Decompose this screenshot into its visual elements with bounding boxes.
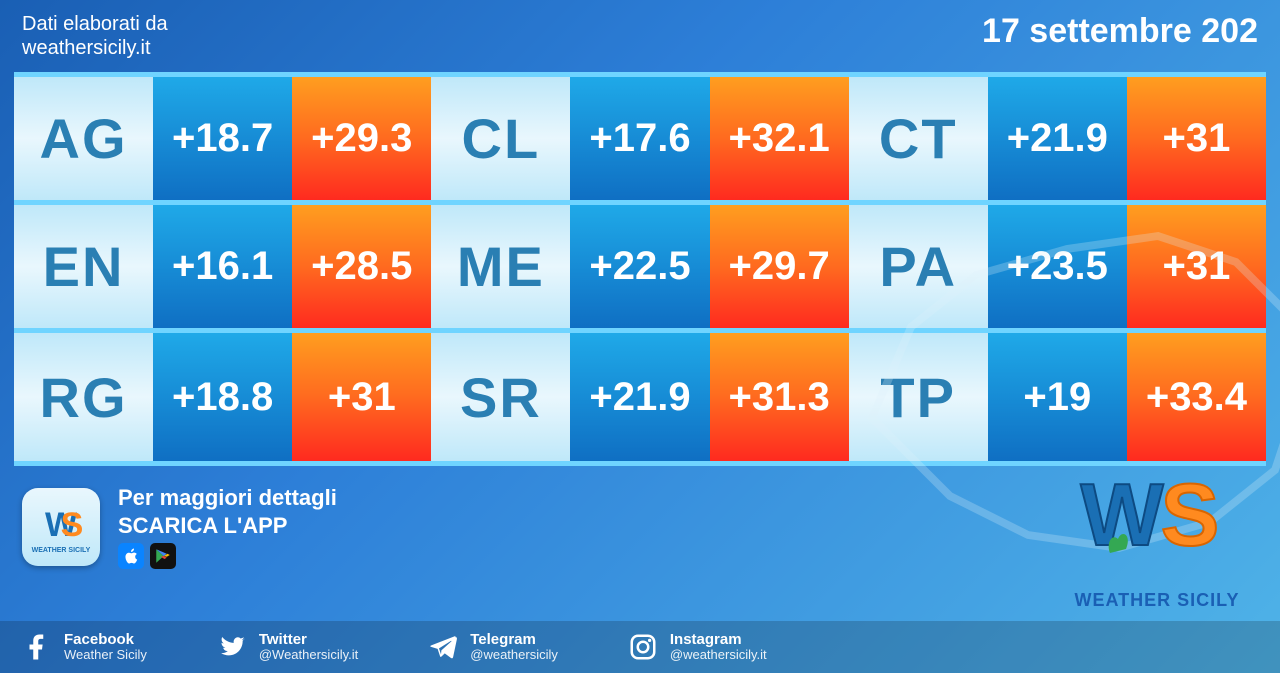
- appstore-icon[interactable]: [118, 543, 144, 569]
- social-handle: @Weathersicily.it: [259, 648, 358, 663]
- province-code: EN: [14, 205, 153, 333]
- low-temp: +19: [988, 333, 1127, 461]
- province-code: TP: [849, 333, 988, 461]
- high-temp: +31: [1127, 77, 1266, 205]
- temperature-grid: AG+18.7+29.3CL+17.6+32.1CT+21.9+31EN+16.…: [14, 72, 1266, 466]
- province-code: ME: [431, 205, 570, 333]
- date-label: 17 settembre 202: [982, 12, 1258, 51]
- social-handle: @weathersicily: [470, 648, 558, 663]
- twitter-icon: [217, 632, 247, 662]
- high-temp: +29.3: [292, 77, 431, 205]
- low-temp: +17.6: [570, 77, 709, 205]
- social-handle: @weathersicily.it: [670, 648, 767, 663]
- high-temp: +32.1: [710, 77, 849, 205]
- low-temp: +18.7: [153, 77, 292, 205]
- high-temp: +28.5: [292, 205, 431, 333]
- svg-text:S: S: [1161, 465, 1220, 564]
- social-instagram[interactable]: Instagram@weathersicily.it: [628, 631, 767, 663]
- province-code: AG: [14, 77, 153, 205]
- province-code: SR: [431, 333, 570, 461]
- high-temp: +31: [1127, 205, 1266, 333]
- social-text: Twitter@Weathersicily.it: [259, 631, 358, 663]
- province-code: PA: [849, 205, 988, 333]
- social-twitter[interactable]: Twitter@Weathersicily.it: [217, 631, 358, 663]
- app-promo-text-block: Per maggiori dettagli SCARICA L'APP: [118, 484, 337, 569]
- app-icon: W S WEATHER SICILY: [22, 488, 100, 566]
- header: Dati elaborati da weathersicily.it 17 se…: [0, 0, 1280, 64]
- low-temp: +21.9: [570, 333, 709, 461]
- social-text: Telegram@weathersicily: [470, 631, 558, 663]
- store-badges: [118, 543, 337, 569]
- telegram-icon: [428, 632, 458, 662]
- facebook-icon: [22, 632, 52, 662]
- instagram-icon: [628, 632, 658, 662]
- social-name: Telegram: [470, 631, 558, 648]
- footer-social: FacebookWeather Sicily Twitter@Weathersic…: [0, 621, 1280, 673]
- low-temp: +22.5: [570, 205, 709, 333]
- province-code: CT: [849, 77, 988, 205]
- credit-line2: weathersicily.it: [22, 36, 168, 60]
- app-icon-sub: WEATHER SICILY: [32, 547, 91, 554]
- social-text: Instagram@weathersicily.it: [670, 631, 767, 663]
- low-temp: +23.5: [988, 205, 1127, 333]
- svg-text:S: S: [61, 506, 84, 544]
- province-code: RG: [14, 333, 153, 461]
- app-promo-line2: SCARICA L'APP: [118, 512, 337, 540]
- high-temp: +33.4: [1127, 333, 1266, 461]
- credit-block: Dati elaborati da weathersicily.it: [22, 12, 168, 60]
- high-temp: +31.3: [710, 333, 849, 461]
- credit-line1: Dati elaborati da: [22, 12, 168, 36]
- low-temp: +16.1: [153, 205, 292, 333]
- app-promo-line1: Per maggiori dettagli: [118, 484, 337, 512]
- playstore-icon[interactable]: [150, 543, 176, 569]
- social-name: Instagram: [670, 631, 767, 648]
- social-text: FacebookWeather Sicily: [64, 631, 147, 663]
- high-temp: +31: [292, 333, 431, 461]
- social-name: Twitter: [259, 631, 358, 648]
- brand-logo: W S WEATHER SICILY: [1062, 465, 1252, 611]
- province-code: CL: [431, 77, 570, 205]
- social-name: Facebook: [64, 631, 147, 648]
- social-facebook[interactable]: FacebookWeather Sicily: [22, 631, 147, 663]
- high-temp: +29.7: [710, 205, 849, 333]
- brand-sub: WEATHER SICILY: [1062, 590, 1252, 611]
- low-temp: +21.9: [988, 77, 1127, 205]
- low-temp: +18.8: [153, 333, 292, 461]
- social-telegram[interactable]: Telegram@weathersicily: [428, 631, 558, 663]
- social-handle: Weather Sicily: [64, 648, 147, 663]
